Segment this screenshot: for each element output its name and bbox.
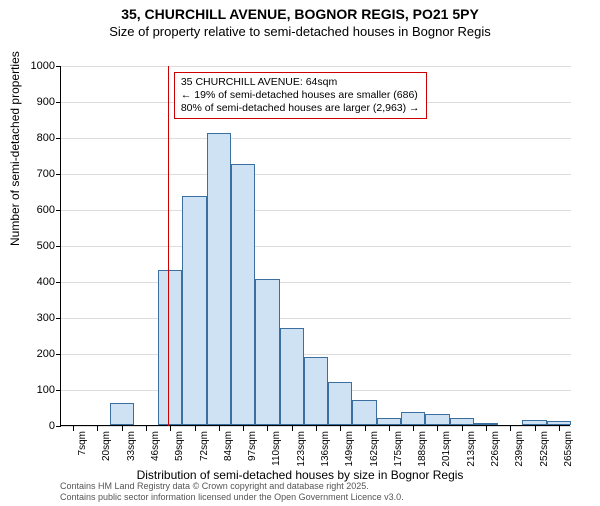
y-tick-mark — [56, 390, 61, 391]
x-tick-mark — [243, 426, 244, 431]
histogram-bar — [474, 423, 498, 425]
histogram-bar — [547, 421, 571, 425]
x-tick-mark — [510, 426, 511, 431]
x-tick-label: 20sqm — [101, 431, 112, 461]
chart-title: 35, CHURCHILL AVENUE, BOGNOR REGIS, PO21… — [0, 6, 600, 22]
y-tick-label: 200 — [15, 348, 55, 360]
x-tick-label: 123sqm — [296, 431, 307, 467]
footer-line-2: Contains public sector information licen… — [60, 492, 404, 503]
plot-region: 010020030040050060070080090010007sqm20sq… — [60, 66, 570, 426]
x-tick-mark — [389, 426, 390, 431]
histogram-bar — [522, 420, 546, 425]
x-tick-mark — [486, 426, 487, 431]
gridline — [61, 246, 571, 247]
y-tick-mark — [56, 318, 61, 319]
histogram-bar — [328, 382, 352, 425]
x-tick-label: 226sqm — [490, 431, 501, 467]
property-marker-line — [168, 66, 169, 426]
x-tick-label: 110sqm — [271, 431, 282, 466]
x-tick-label: 7sqm — [77, 431, 88, 455]
x-tick-mark — [97, 426, 98, 431]
x-tick-label: 239sqm — [514, 431, 525, 467]
x-tick-mark — [292, 426, 293, 431]
y-tick-mark — [56, 66, 61, 67]
histogram-bar — [110, 403, 134, 425]
gridline — [61, 210, 571, 211]
y-tick-mark — [56, 282, 61, 283]
histogram-bar — [377, 418, 401, 425]
x-axis-label: Distribution of semi-detached houses by … — [0, 468, 600, 482]
x-tick-label: 213sqm — [466, 431, 477, 467]
x-tick-mark — [437, 426, 438, 431]
gridline — [61, 282, 571, 283]
x-tick-mark — [146, 426, 147, 431]
histogram-bar — [450, 418, 474, 425]
x-tick-label: 162sqm — [369, 431, 380, 467]
x-tick-label: 149sqm — [344, 431, 355, 467]
x-tick-label: 188sqm — [417, 431, 428, 467]
x-tick-mark — [170, 426, 171, 431]
x-tick-mark — [195, 426, 196, 431]
x-tick-mark — [73, 426, 74, 431]
x-tick-mark — [267, 426, 268, 431]
y-tick-label: 0 — [15, 420, 55, 432]
histogram-bar — [425, 414, 449, 425]
y-tick-mark — [56, 102, 61, 103]
histogram-bar — [207, 133, 231, 425]
annotation-line-1: 35 CHURCHILL AVENUE: 64sqm — [181, 76, 420, 89]
histogram-bar — [231, 164, 255, 425]
gridline — [61, 318, 571, 319]
gridline — [61, 138, 571, 139]
y-tick-mark — [56, 138, 61, 139]
x-tick-mark — [559, 426, 560, 431]
y-tick-mark — [56, 426, 61, 427]
x-tick-mark — [219, 426, 220, 431]
histogram-bar — [352, 400, 376, 425]
x-tick-mark — [122, 426, 123, 431]
histogram-bar — [280, 328, 304, 425]
gridline — [61, 354, 571, 355]
gridline — [61, 174, 571, 175]
x-tick-label: 46sqm — [150, 431, 161, 461]
y-tick-label: 400 — [15, 276, 55, 288]
x-tick-label: 33sqm — [126, 431, 137, 461]
x-tick-mark — [316, 426, 317, 431]
y-tick-label: 100 — [15, 384, 55, 396]
footer-line-1: Contains HM Land Registry data © Crown c… — [60, 481, 404, 492]
annotation-line-3: 80% of semi-detached houses are larger (… — [181, 102, 420, 115]
x-tick-label: 252sqm — [539, 431, 550, 467]
chart-subtitle: Size of property relative to semi-detach… — [0, 24, 600, 39]
annotation-line-2: ← 19% of semi-detached houses are smalle… — [181, 89, 420, 102]
y-tick-mark — [56, 210, 61, 211]
x-tick-label: 59sqm — [174, 431, 185, 461]
histogram-bar — [182, 196, 206, 425]
x-tick-label: 136sqm — [320, 431, 331, 467]
chart-area: 010020030040050060070080090010007sqm20sq… — [60, 66, 570, 426]
y-tick-mark — [56, 246, 61, 247]
histogram-bar — [304, 357, 328, 425]
histogram-bar — [401, 412, 425, 425]
annotation-box: 35 CHURCHILL AVENUE: 64sqm← 19% of semi-… — [174, 72, 427, 119]
gridline — [61, 66, 571, 67]
x-tick-label: 201sqm — [441, 431, 452, 467]
y-tick-label: 300 — [15, 312, 55, 324]
x-tick-mark — [365, 426, 366, 431]
x-tick-mark — [535, 426, 536, 431]
y-tick-mark — [56, 174, 61, 175]
y-axis-label: Number of semi-detached properties — [8, 51, 22, 246]
x-tick-mark — [413, 426, 414, 431]
x-tick-label: 175sqm — [393, 431, 404, 467]
histogram-bar — [158, 270, 182, 425]
x-tick-label: 265sqm — [563, 431, 574, 467]
histogram-bar — [255, 279, 279, 425]
x-tick-label: 97sqm — [247, 431, 258, 461]
x-tick-mark — [462, 426, 463, 431]
y-tick-mark — [56, 354, 61, 355]
x-tick-label: 84sqm — [223, 431, 234, 461]
x-tick-label: 72sqm — [199, 431, 210, 461]
x-tick-mark — [340, 426, 341, 431]
